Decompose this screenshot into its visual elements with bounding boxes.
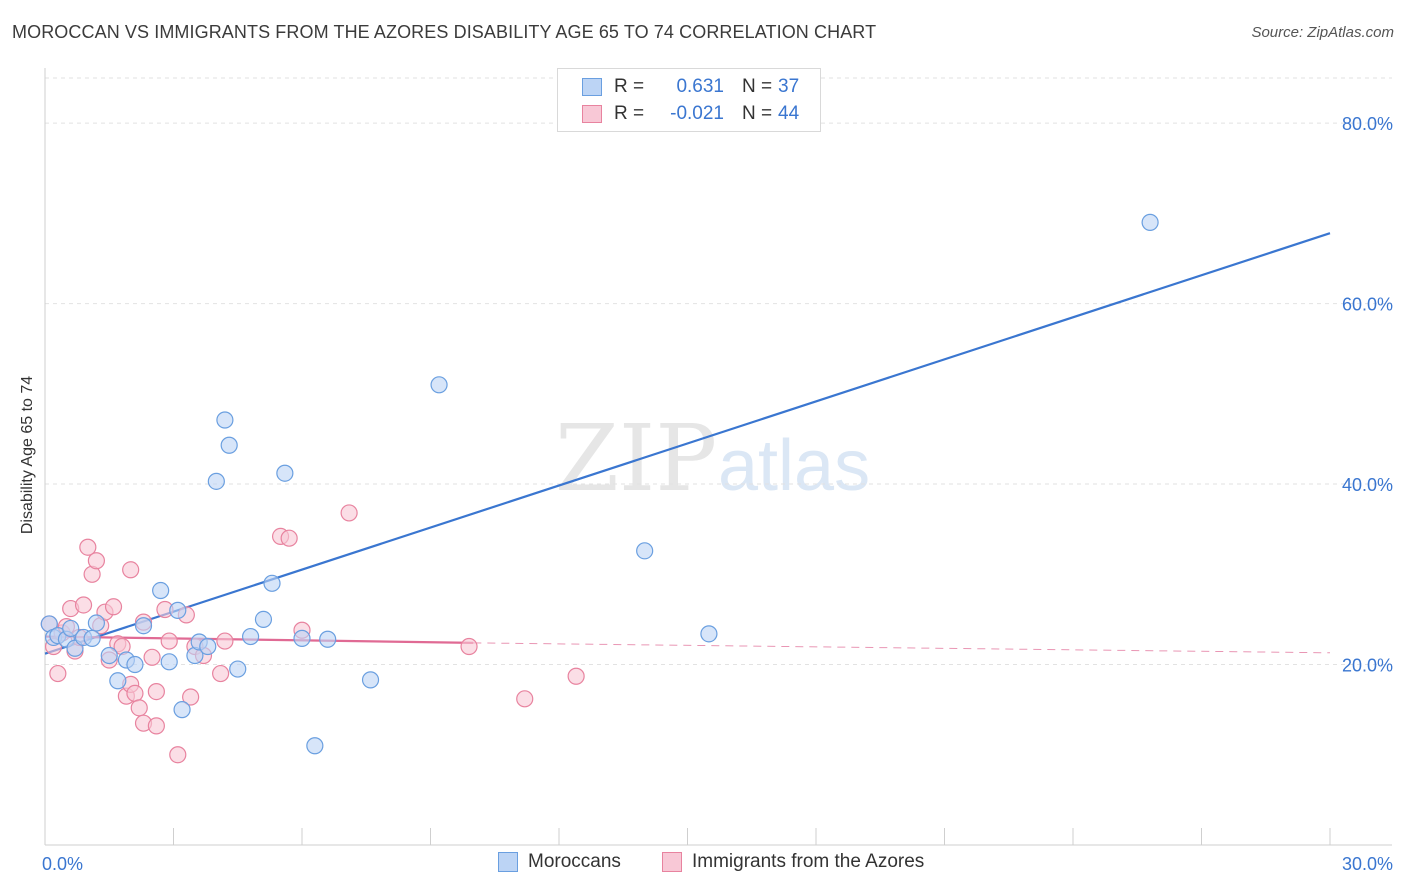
moroccans-point (242, 627, 260, 646)
n-label: N = (742, 76, 773, 97)
azores-point (516, 690, 534, 708)
moroccans-point (636, 542, 654, 560)
moroccans-point (169, 601, 187, 619)
r-label: R = (614, 76, 645, 97)
moroccans-point (109, 672, 127, 690)
moroccans-point (430, 376, 448, 394)
moroccans-point (126, 655, 144, 674)
moroccans-point (134, 617, 153, 635)
series-legend: Moroccans Immigrants from the Azores (0, 851, 1406, 877)
moroccans-point (361, 671, 380, 689)
azores-trend-extension (473, 642, 1331, 654)
moroccans-point (216, 411, 234, 429)
moroccans-point (306, 737, 324, 755)
moroccans-point (173, 701, 191, 719)
y-tick-label: 20.0% (1342, 656, 1393, 676)
azores-point (567, 667, 585, 685)
stats-legend: R = 0.631 N = 37 R = -0.021 N = 44 (557, 68, 821, 132)
azores-point (87, 552, 106, 570)
azores-point (160, 632, 178, 650)
moroccans-point (199, 637, 217, 656)
moroccans-swatch (498, 852, 518, 872)
n-label: N = (742, 103, 773, 124)
y-tick-label: 60.0% (1342, 295, 1393, 315)
azores-point (147, 717, 165, 735)
moroccans-point (263, 574, 281, 592)
legend-label: Immigrants from the Azores (692, 851, 925, 872)
y-tick-label: 40.0% (1342, 475, 1393, 495)
moroccans-point (100, 646, 118, 665)
n-value: 44 (778, 103, 800, 124)
moroccans-point (293, 629, 311, 647)
source-note: Source: ZipAtlas.com (1251, 24, 1394, 41)
chart-title: MOROCCAN VS IMMIGRANTS FROM THE AZORES D… (12, 22, 877, 42)
azores-point (182, 688, 200, 706)
stats-row-moroccans: R = 0.631 N = 37 (582, 75, 799, 99)
azores-swatch (582, 105, 602, 123)
azores-point (104, 598, 123, 616)
moroccans-point (83, 629, 101, 647)
moroccans-point (152, 581, 170, 600)
moroccans-swatch (582, 78, 602, 96)
azores-trend-line (44, 635, 474, 644)
moroccans-point (254, 610, 273, 629)
azores-point (147, 682, 165, 701)
azores-point (216, 632, 234, 650)
azores-point (126, 684, 144, 703)
stats-row-azores: R = -0.021 N = 44 (582, 102, 799, 126)
moroccans-point (319, 630, 337, 648)
azores-point (340, 504, 358, 522)
moroccans-trend-line (44, 232, 1331, 655)
moroccans-point (700, 625, 718, 643)
moroccans-point (160, 653, 178, 671)
azores-point (212, 664, 230, 683)
legend-item-moroccans[interactable]: Moroccans (498, 851, 621, 873)
azores-point (143, 648, 161, 666)
watermark: ZIP atlas (555, 405, 870, 512)
moroccans-point (207, 472, 225, 490)
r-value: -0.021 (670, 103, 724, 124)
azores-point (460, 637, 478, 656)
azores-point (74, 596, 93, 614)
moroccans-point (229, 660, 247, 678)
azores-point (79, 538, 97, 556)
x-tick-label: 30.0% (1342, 854, 1393, 874)
r-label: R = (614, 103, 645, 124)
azores-point (280, 529, 298, 547)
legend-item-azores[interactable]: Immigrants from the Azores (662, 851, 924, 873)
r-value: 0.631 (676, 76, 724, 97)
moroccans-point (220, 436, 238, 454)
y-tick-label: 80.0% (1342, 114, 1393, 134)
n-value: 37 (778, 76, 800, 97)
watermark-atlas: atlas (718, 426, 870, 506)
moroccans-point (276, 464, 294, 482)
moroccans-point (62, 619, 80, 638)
azores-point (122, 561, 140, 579)
azores-point (130, 699, 148, 717)
azores-point (49, 664, 67, 683)
watermark-zip: ZIP (555, 405, 717, 512)
legend-label: Moroccans (528, 851, 621, 872)
moroccans-point (1141, 213, 1159, 231)
azores-point (169, 746, 187, 764)
moroccans-point (87, 614, 106, 632)
azores-swatch (662, 852, 682, 872)
x-tick-label: 0.0% (42, 854, 83, 874)
